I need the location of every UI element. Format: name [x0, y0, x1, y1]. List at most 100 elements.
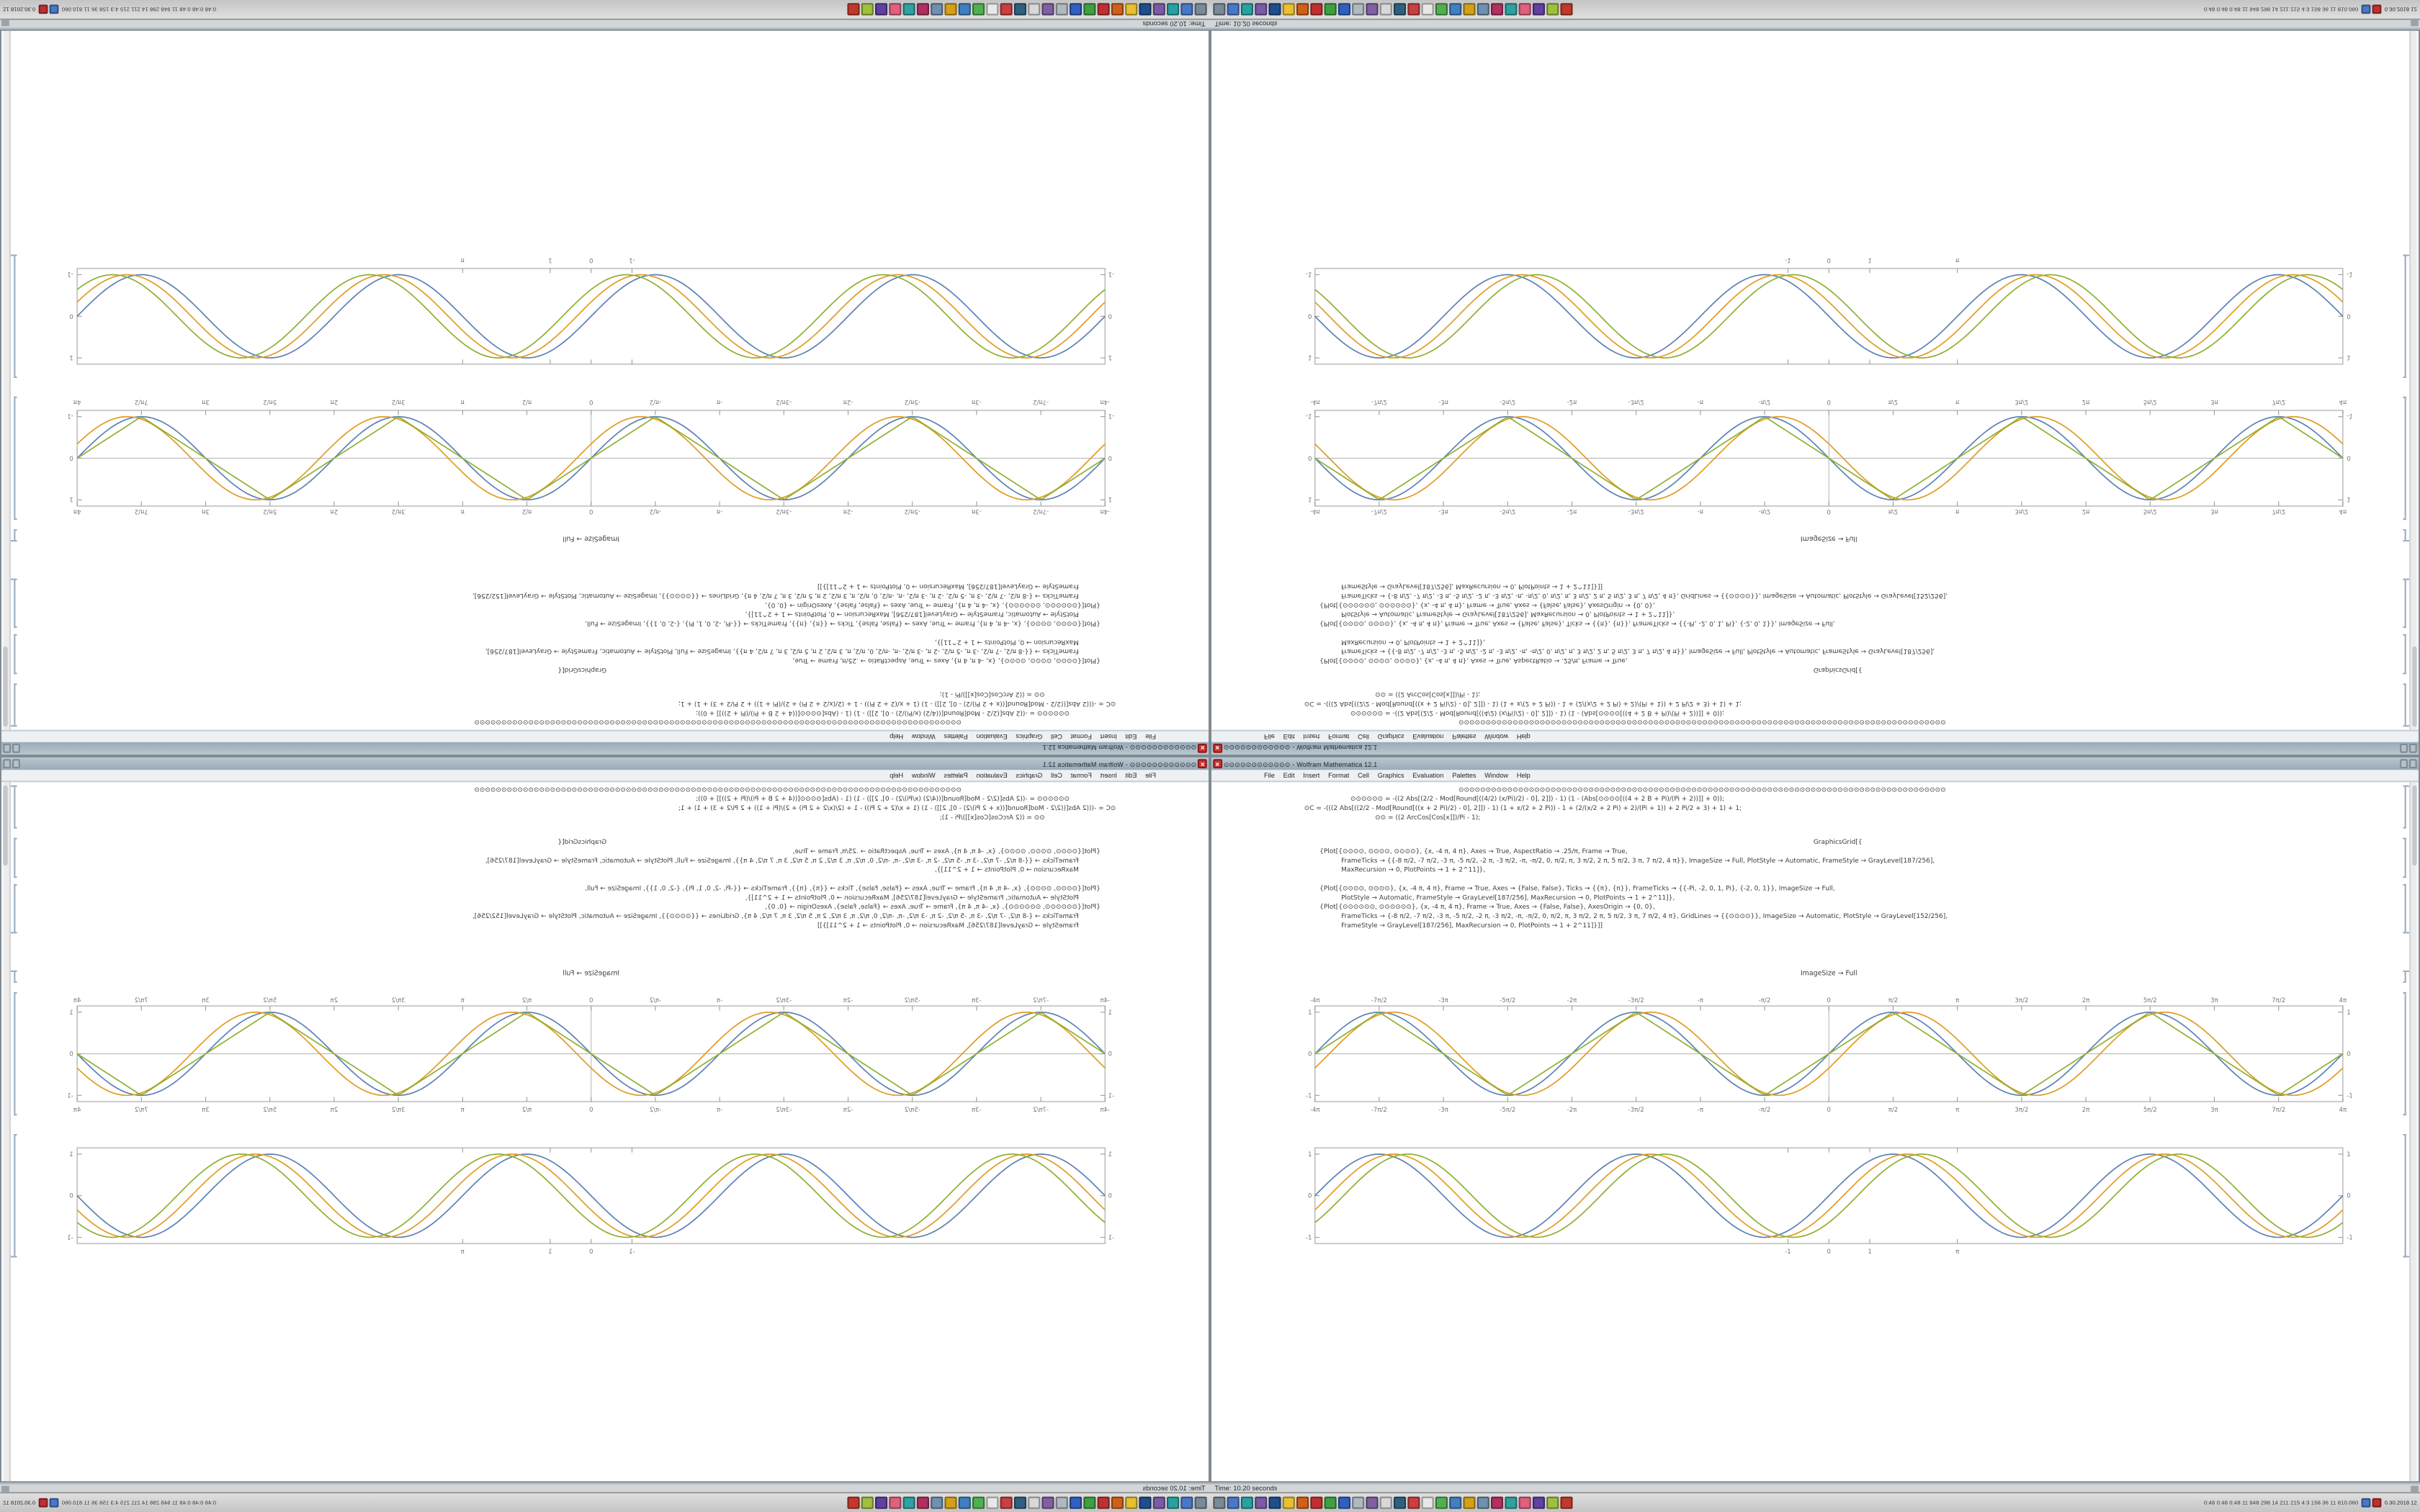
launcher-icon[interactable]	[958, 1496, 971, 1509]
scrollbar-thumb[interactable]	[3, 785, 9, 866]
launcher-icon[interactable]	[902, 1496, 915, 1509]
minimize-button[interactable]	[2399, 744, 2408, 752]
launcher-icon[interactable]	[931, 1496, 944, 1509]
launcher-icon[interactable]	[1310, 1496, 1323, 1509]
cell-bracket[interactable]	[2402, 396, 2406, 521]
menu-item-evaluation[interactable]: Evaluation	[976, 732, 1008, 741]
input-cell-graphicsgrid[interactable]: GraphicsGrid[{{Plot[{⊙⊙⊙⊙, ⊙⊙⊙⊙, ⊙⊙⊙⊙}, …	[1304, 637, 2286, 674]
launcher-icon[interactable]	[1393, 3, 1407, 16]
menu-item-graphics[interactable]: Graphics	[1377, 771, 1404, 780]
launcher-icon[interactable]	[1000, 1496, 1013, 1509]
scrollbar[interactable]	[2409, 782, 2418, 1482]
cell-bracket[interactable]	[14, 785, 18, 829]
menu-item-palettes[interactable]: Palettes	[944, 771, 968, 780]
menu-item-edit[interactable]: Edit	[1125, 732, 1137, 741]
launcher-icon[interactable]	[1041, 3, 1054, 16]
menu-item-help[interactable]: Help	[1516, 771, 1531, 780]
scrollbar[interactable]	[2, 30, 11, 730]
launcher-icon[interactable]	[1083, 1496, 1096, 1509]
launcher-icon[interactable]	[1435, 1496, 1448, 1509]
launcher-icon[interactable]	[1013, 1496, 1026, 1509]
launcher-icon[interactable]	[1013, 3, 1026, 16]
launcher-icon[interactable]	[1194, 3, 1207, 16]
menu-item-window[interactable]: Window	[1484, 732, 1509, 741]
launcher-icon[interactable]	[1476, 3, 1489, 16]
menu-item-help[interactable]: Help	[889, 771, 904, 780]
menu-item-palettes[interactable]: Palettes	[1452, 732, 1476, 741]
scrollbar[interactable]	[2409, 30, 2418, 730]
menu-item-format[interactable]: Format	[1328, 732, 1350, 741]
cell-bracket[interactable]	[2402, 785, 2406, 829]
launcher-icon[interactable]	[1337, 1496, 1350, 1509]
launcher-icon[interactable]	[1449, 1496, 1462, 1509]
menu-item-format[interactable]: Format	[1328, 771, 1350, 780]
minimize-button[interactable]	[12, 760, 21, 768]
menu-item-evaluation[interactable]: Evaluation	[1412, 732, 1444, 741]
menu-item-file[interactable]: File	[1264, 732, 1275, 741]
menu-item-edit[interactable]: Edit	[1283, 732, 1295, 741]
launcher-icon[interactable]	[1213, 1496, 1226, 1509]
cell-bracket[interactable]	[2402, 634, 2406, 675]
launcher-icon[interactable]	[1125, 3, 1138, 16]
close-icon[interactable]: ×	[1213, 743, 1222, 753]
tray-status-icon[interactable]	[2361, 1498, 2371, 1508]
launcher-icon[interactable]	[1421, 1496, 1434, 1509]
launcher-icon[interactable]	[1491, 1496, 1504, 1509]
launcher-icon[interactable]	[1070, 3, 1083, 16]
minimize-button[interactable]	[12, 744, 21, 752]
close-icon[interactable]: ×	[1213, 759, 1222, 768]
launcher-icon[interactable]	[1379, 1496, 1392, 1509]
menu-item-graphics[interactable]: Graphics	[1016, 771, 1043, 780]
input-cell-definitions[interactable]: ⊙⊙⊙⊙⊙⊙⊙⊙⊙⊙⊙⊙⊙⊙⊙⊙⊙⊙⊙⊙⊙⊙⊙⊙⊙⊙⊙⊙⊙⊙⊙⊙⊙⊙⊙⊙⊙⊙⊙⊙…	[1304, 786, 2286, 822]
launcher-icon[interactable]	[1407, 1496, 1420, 1509]
scrollbar-thumb[interactable]	[2411, 785, 2417, 866]
launcher-icon[interactable]	[1352, 3, 1365, 16]
menu-item-edit[interactable]: Edit	[1125, 771, 1137, 780]
strip-grip[interactable]	[2411, 1485, 2419, 1492]
launcher-icon[interactable]	[847, 3, 860, 16]
menu-item-help[interactable]: Help	[889, 732, 904, 741]
cell-bracket[interactable]	[2402, 578, 2406, 629]
maximize-button[interactable]	[3, 744, 12, 752]
launcher-icon[interactable]	[889, 1496, 902, 1509]
menu-item-insert[interactable]: Insert	[1100, 732, 1117, 741]
launcher-icon[interactable]	[1055, 3, 1068, 16]
launcher-icon[interactable]	[1532, 1496, 1545, 1509]
launcher-icon[interactable]	[1449, 3, 1462, 16]
launcher-icon[interactable]	[1083, 3, 1096, 16]
launcher-icon[interactable]	[1435, 3, 1448, 16]
launcher-icon[interactable]	[1324, 3, 1337, 16]
cell-bracket[interactable]	[2402, 683, 2406, 727]
launcher-icon[interactable]	[1518, 3, 1531, 16]
cell-bracket[interactable]	[14, 683, 18, 727]
launcher-icon[interactable]	[1111, 3, 1124, 16]
menu-item-help[interactable]: Help	[1516, 732, 1531, 741]
launcher-icon[interactable]	[1240, 3, 1253, 16]
launcher-icon[interactable]	[1463, 3, 1476, 16]
launcher-icon[interactable]	[1125, 1496, 1138, 1509]
tray-status-icon[interactable]	[49, 1498, 59, 1508]
cell-bracket[interactable]	[2402, 991, 2406, 1116]
launcher-icon[interactable]	[1532, 3, 1545, 16]
input-cell-plots[interactable]: {Plot[{⊙⊙⊙⊙, ⊙⊙⊙⊙}, {x, -4 π, 4 π}, Fram…	[134, 582, 1116, 628]
launcher-icon[interactable]	[1227, 3, 1240, 16]
menu-item-palettes[interactable]: Palettes	[944, 732, 968, 741]
launcher-icon[interactable]	[1310, 3, 1323, 16]
cell-bracket[interactable]	[14, 254, 18, 378]
menu-item-insert[interactable]: Insert	[1303, 771, 1320, 780]
input-cell-graphicsgrid[interactable]: GraphicsGrid[{{Plot[{⊙⊙⊙⊙, ⊙⊙⊙⊙, ⊙⊙⊙⊙}, …	[134, 838, 1116, 875]
launcher-icon[interactable]	[861, 1496, 874, 1509]
input-cell-plots[interactable]: {Plot[{⊙⊙⊙⊙, ⊙⊙⊙⊙}, {x, -4 π, 4 π}, Fram…	[134, 884, 1116, 930]
scrollbar-thumb[interactable]	[3, 646, 9, 727]
launcher-icon[interactable]	[1546, 1496, 1559, 1509]
launcher-icon[interactable]	[1139, 1496, 1152, 1509]
strip-grip[interactable]	[2411, 20, 2419, 27]
menu-item-window[interactable]: Window	[911, 732, 936, 741]
cell-bracket[interactable]	[2402, 1134, 2406, 1258]
launcher-icon[interactable]	[1366, 3, 1379, 16]
cell-bracket[interactable]	[2402, 970, 2406, 983]
launcher-icon[interactable]	[1180, 1496, 1193, 1509]
launcher-icon[interactable]	[1240, 1496, 1253, 1509]
strip-grip[interactable]	[1, 20, 9, 27]
tray-status-icon[interactable]	[2372, 4, 2382, 14]
